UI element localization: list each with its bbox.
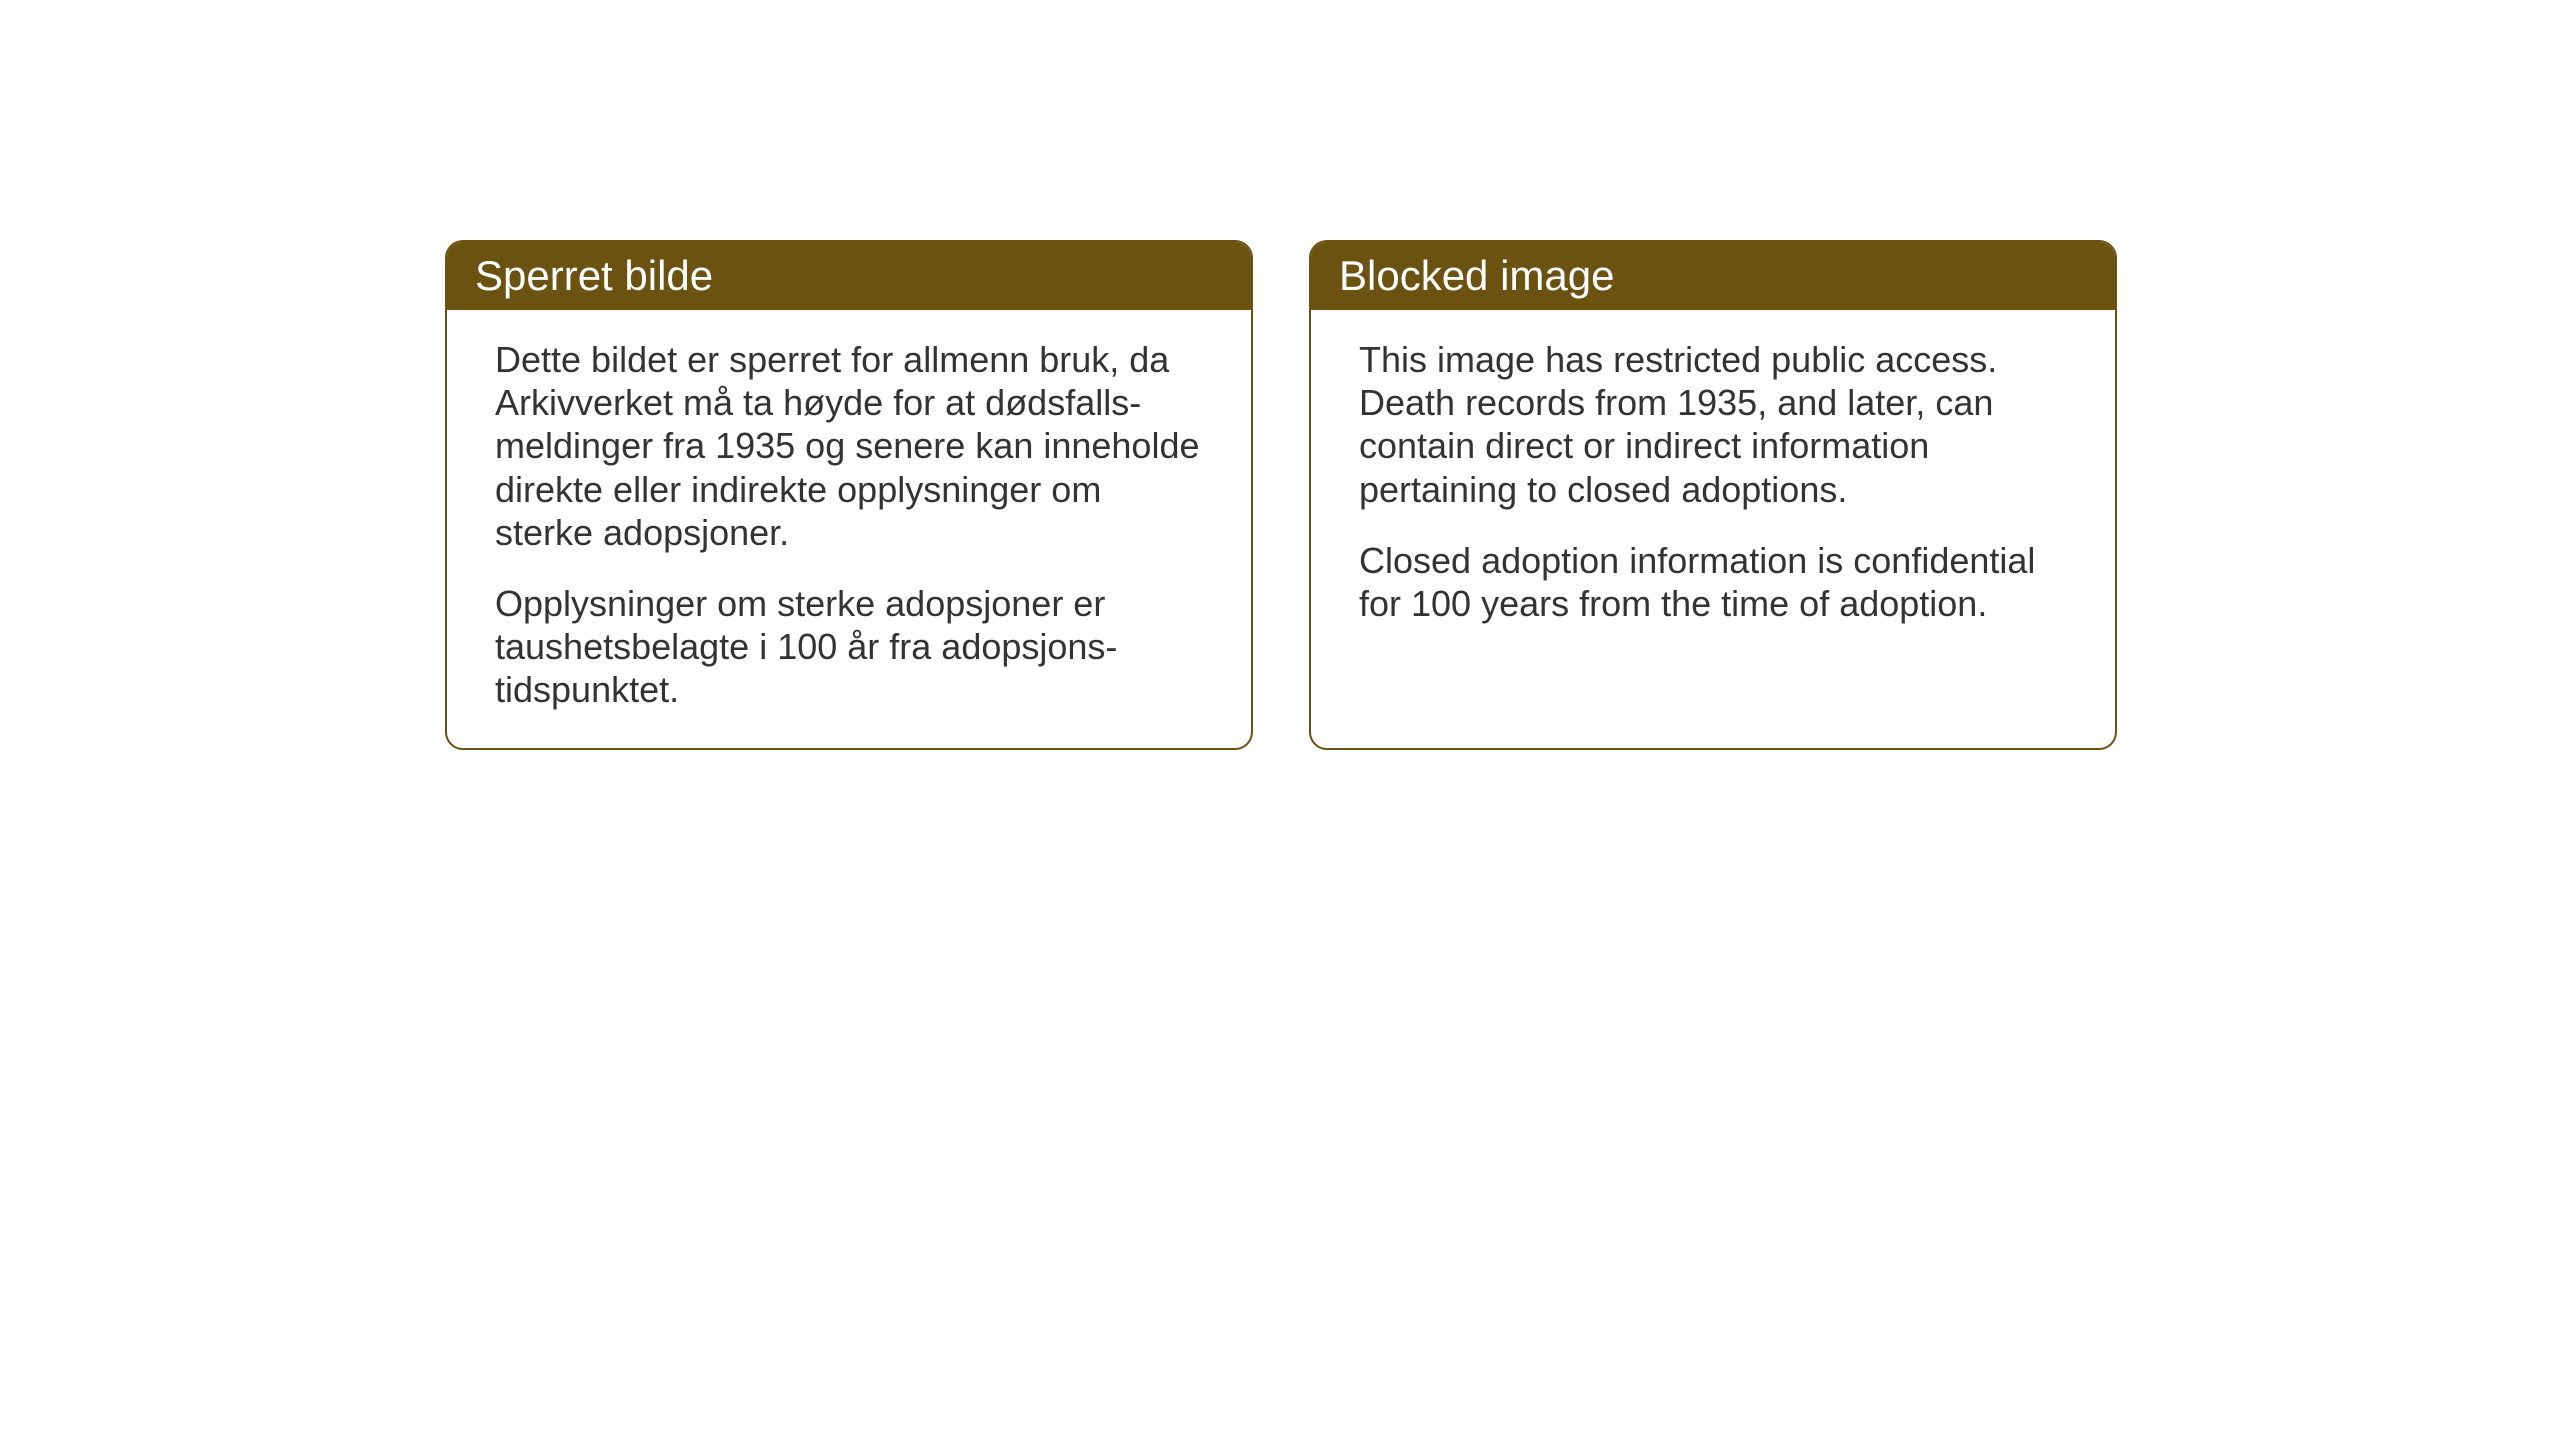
norwegian-card-header: Sperret bilde bbox=[447, 242, 1251, 310]
norwegian-card: Sperret bilde Dette bildet er sperret fo… bbox=[445, 240, 1253, 750]
english-paragraph-1: This image has restricted public access.… bbox=[1359, 338, 2067, 511]
norwegian-card-title: Sperret bilde bbox=[475, 252, 713, 299]
notice-container: Sperret bilde Dette bildet er sperret fo… bbox=[445, 240, 2117, 750]
norwegian-card-body: Dette bildet er sperret for allmenn bruk… bbox=[447, 310, 1251, 748]
norwegian-paragraph-2: Opplysninger om sterke adopsjoner er tau… bbox=[495, 582, 1203, 712]
english-paragraph-2: Closed adoption information is confident… bbox=[1359, 539, 2067, 625]
english-card-header: Blocked image bbox=[1311, 242, 2115, 310]
english-card-body: This image has restricted public access.… bbox=[1311, 310, 2115, 661]
english-card: Blocked image This image has restricted … bbox=[1309, 240, 2117, 750]
english-card-title: Blocked image bbox=[1339, 252, 1614, 299]
norwegian-paragraph-1: Dette bildet er sperret for allmenn bruk… bbox=[495, 338, 1203, 554]
